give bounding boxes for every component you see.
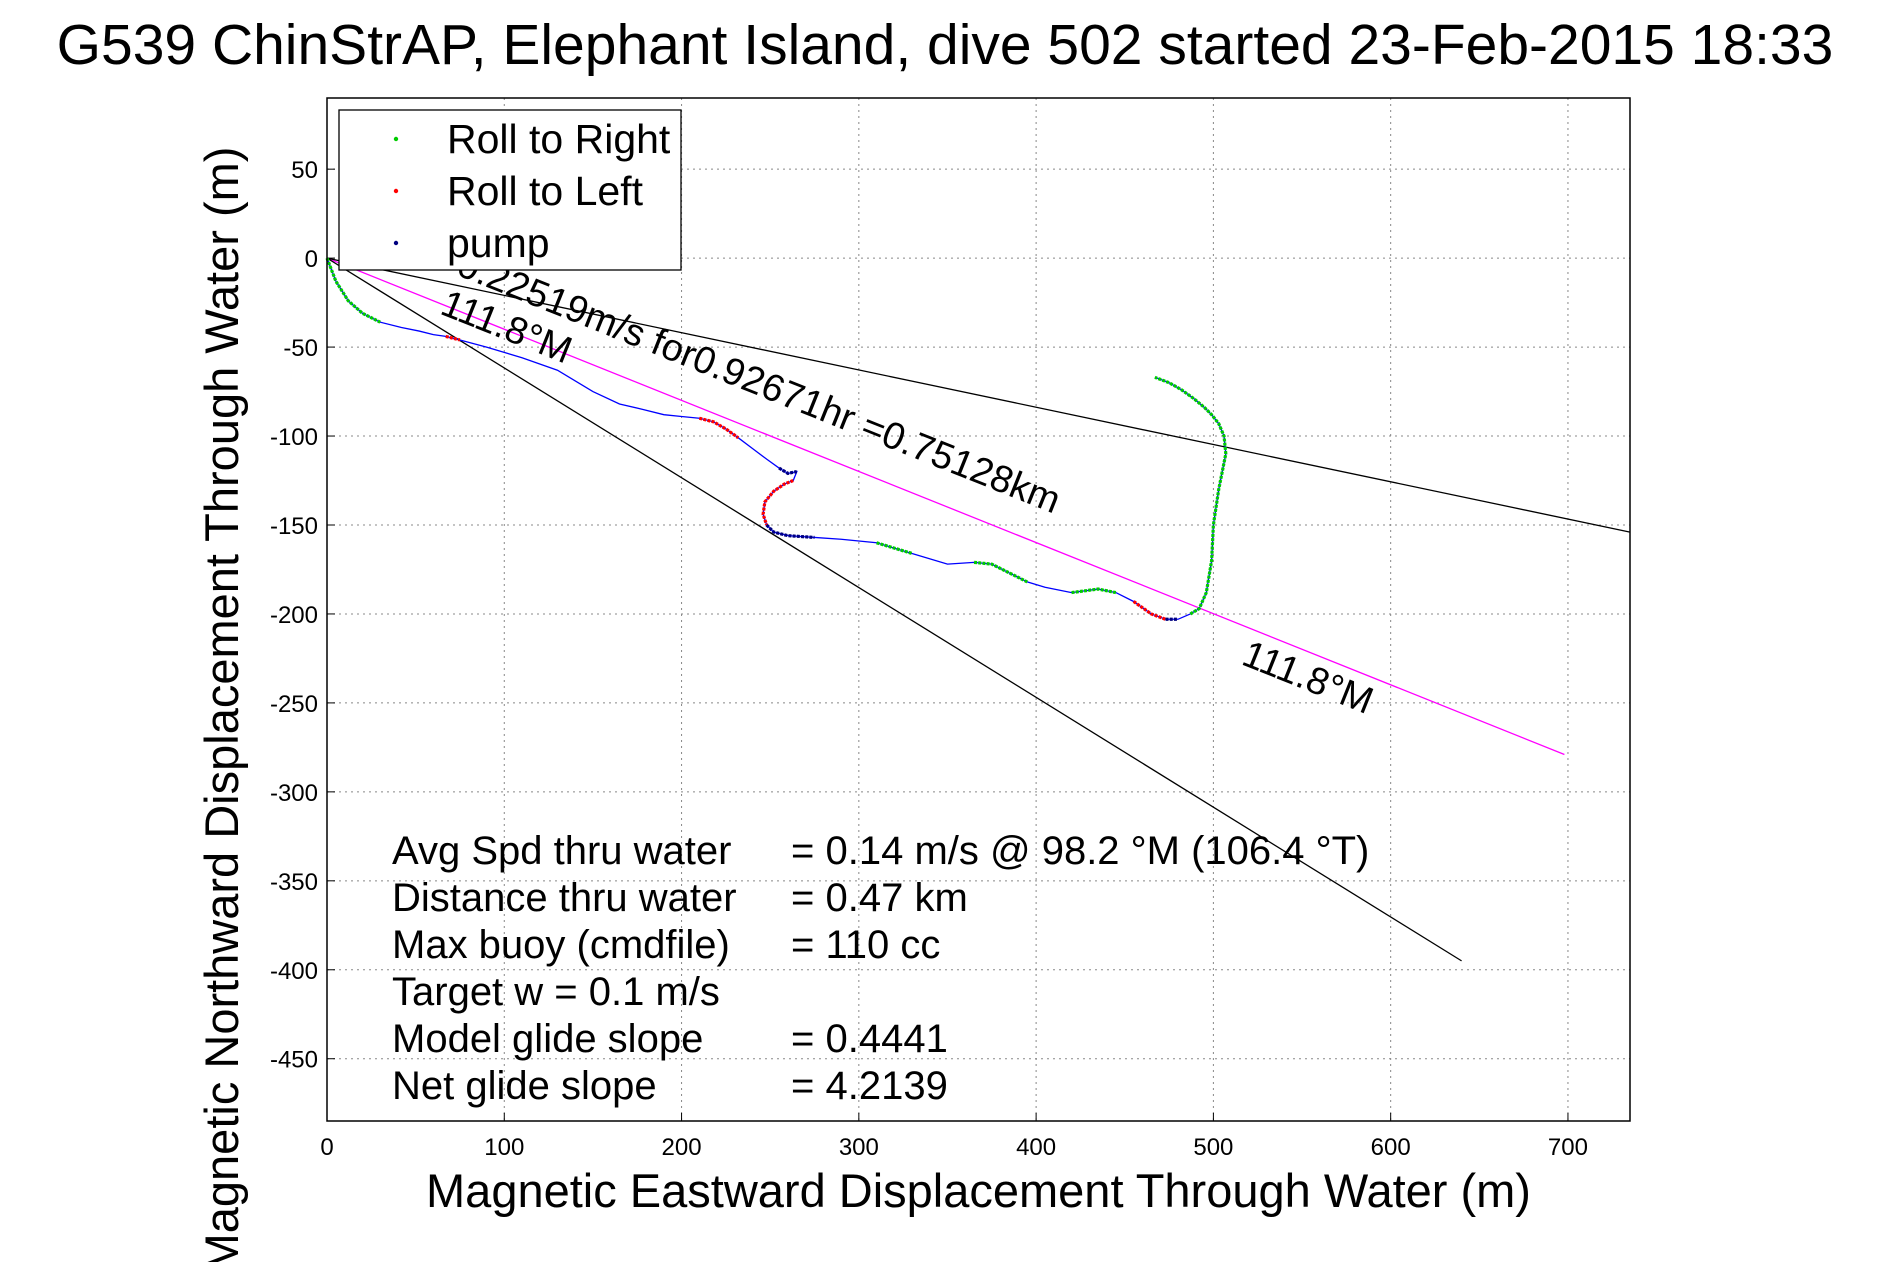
legend-label: Roll to Left	[447, 168, 644, 214]
roll-left-segment	[698, 416, 740, 440]
legend-marker	[393, 136, 399, 142]
legend-marker	[393, 188, 399, 194]
x-tick-label: 200	[662, 1134, 702, 1161]
legend-label: pump	[447, 220, 550, 266]
roll-right-segment	[876, 541, 913, 555]
heading-line	[326, 257, 1565, 756]
heading-annotation: 0.22519m/s for0.92671hr =0.75128km	[451, 243, 1066, 522]
roll-right-segment	[973, 560, 1028, 584]
ref_upper-line	[326, 257, 1631, 533]
roll-right-segment	[1071, 587, 1117, 595]
y-tick-label: -50	[283, 335, 318, 362]
stat-label: Avg Spd thru water	[392, 829, 731, 873]
y-tick-labels: 50 0 -50 -100 -150 -200 -250 -300 -350 -400 -450	[270, 157, 318, 1074]
y-tick-label: -400	[270, 958, 318, 985]
y-tick-label: -350	[270, 869, 318, 896]
stat-label: Target w = 0.1 m/s	[392, 970, 720, 1014]
y-tick-label: -150	[270, 513, 318, 540]
x-tick-label: 500	[1193, 1134, 1233, 1161]
stat-label: Max buoy (cmdfile)	[392, 923, 730, 967]
pump-segment	[778, 466, 798, 476]
stat-label: Distance thru water	[392, 876, 737, 920]
stat-label: Model glide slope	[392, 1017, 703, 1061]
stat-value: = 110 cc	[791, 923, 940, 967]
y-tick-label: -250	[270, 691, 318, 718]
chart-title: G539 ChinStrAP, Elephant Island, dive 50…	[57, 13, 1834, 77]
x-tick-label: 700	[1548, 1134, 1588, 1161]
x-tick-label: 0	[320, 1134, 333, 1161]
legend-marker	[393, 240, 399, 246]
legend-label: Roll to Right	[447, 116, 671, 162]
x-tick-labels: 0 100 200 300 400 500 600 700	[320, 1134, 1588, 1161]
stat-label: Net glide slope	[392, 1064, 657, 1108]
roll-left-segment	[761, 479, 794, 526]
axes-box	[326, 97, 1631, 1122]
ref_lower-line	[326, 257, 1462, 962]
roll-right-segment	[325, 257, 381, 324]
x-tick-label: 400	[1016, 1134, 1056, 1161]
y-axis-label: Magnetic Northward Displacement Through …	[195, 147, 248, 1262]
y-tick-label: -100	[270, 424, 318, 451]
x-tick-label: 600	[1371, 1134, 1411, 1161]
x-tick-label: 300	[839, 1134, 879, 1161]
roll-right-segment	[1154, 375, 1228, 616]
legend: Roll to Right Roll to Left pump	[338, 109, 682, 271]
annotations: 0.22519m/s for0.92671hr =0.75128km 111.8°…	[435, 243, 1378, 722]
stat-value: = 4.2139	[791, 1064, 948, 1108]
y-tick-label: -200	[270, 602, 318, 629]
stats-block: Avg Spd thru water = 0.14 m/s @ 98.2 °M (…	[392, 829, 1369, 1108]
stat-value: = 0.4441	[791, 1017, 948, 1061]
stat-value: = 0.14 m/s @ 98.2 °M (106.4 °T)	[791, 829, 1369, 873]
y-tick-label: -300	[270, 780, 318, 807]
y-tick-label: -450	[270, 1047, 318, 1074]
stat-value: = 0.47 km	[791, 876, 968, 920]
glider-track	[325, 257, 1228, 621]
y-tick-label: 50	[291, 157, 318, 184]
reference-lines	[326, 257, 1631, 962]
roll-left-segment	[445, 334, 461, 342]
x-tick-label: 100	[484, 1134, 524, 1161]
y-tick-label: 0	[305, 246, 318, 273]
heading-annotation: 111.8°M	[1237, 633, 1379, 723]
pump-segment	[765, 523, 815, 540]
roll-left-segment	[1132, 600, 1167, 621]
x-axis-label: Magnetic Eastward Displacement Through W…	[426, 1164, 1531, 1217]
